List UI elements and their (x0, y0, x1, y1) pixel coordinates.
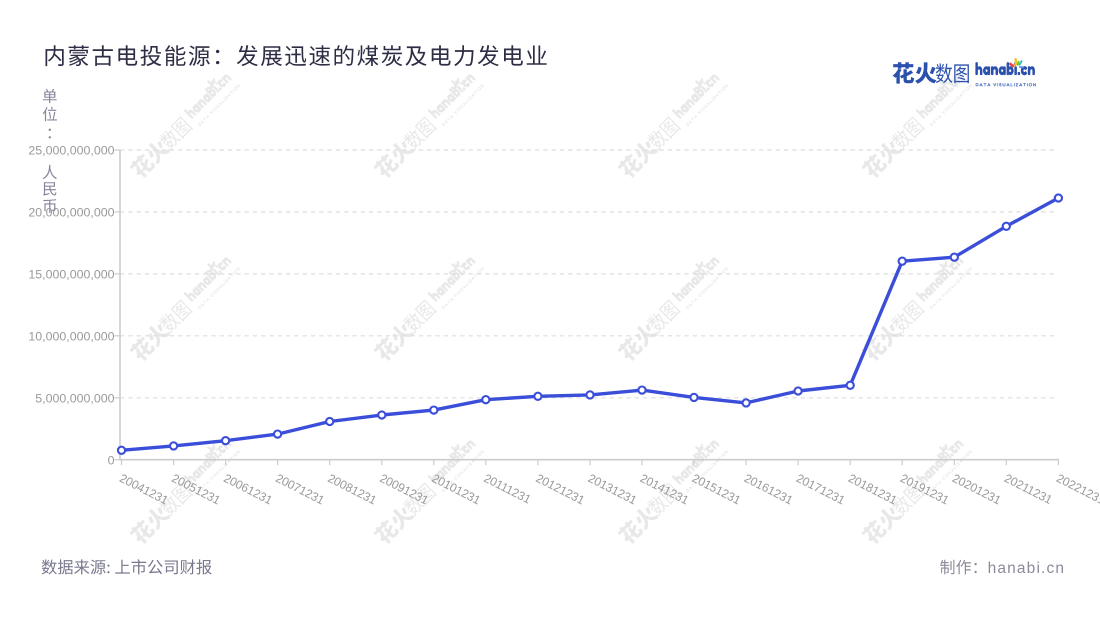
svg-text:20,000,000,000: 20,000,000,000 (28, 206, 114, 220)
svg-text:5,000,000,000: 5,000,000,000 (35, 392, 114, 406)
svg-text:0: 0 (108, 453, 115, 467)
svg-text:25,000,000,000: 25,000,000,000 (28, 144, 114, 158)
svg-text:hanabi.cn: hanabi.cn (988, 560, 1066, 577)
svg-text:10,000,000,000: 10,000,000,000 (28, 330, 114, 344)
svg-text:15,000,000,000: 15,000,000,000 (28, 268, 114, 282)
